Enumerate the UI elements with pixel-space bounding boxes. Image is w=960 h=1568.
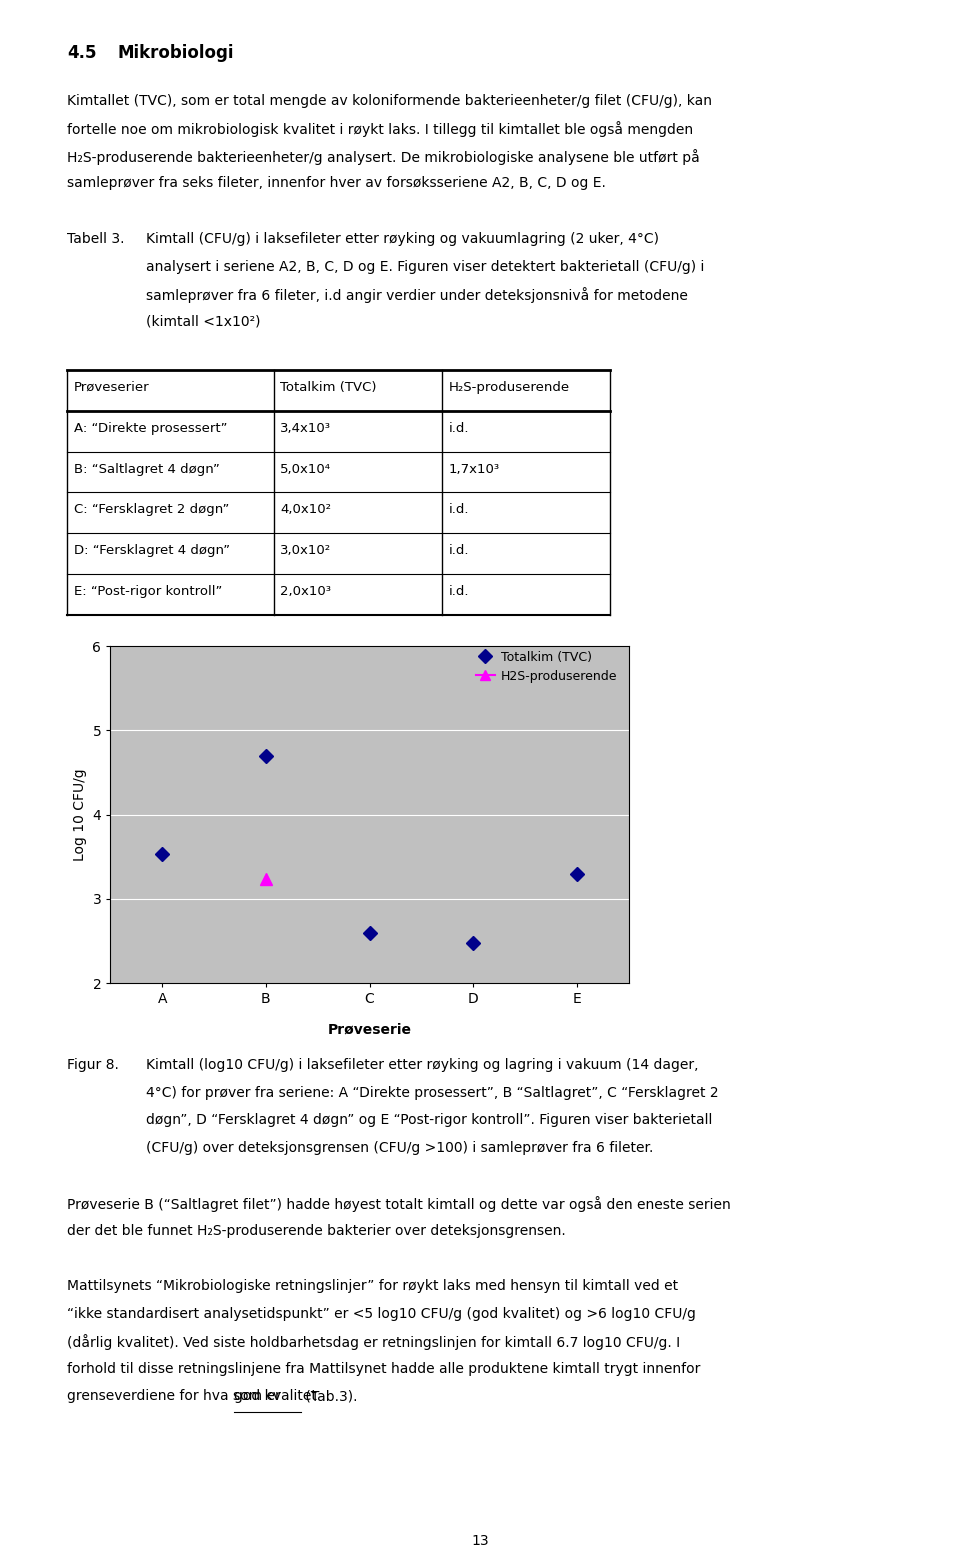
Text: D: “Fersklagret 4 døgn”: D: “Fersklagret 4 døgn” bbox=[74, 544, 230, 557]
Text: fortelle noe om mikrobiologisk kvalitet i røykt laks. I tillegg til kimtallet bl: fortelle noe om mikrobiologisk kvalitet … bbox=[67, 122, 693, 138]
Text: Mattilsynets “Mikrobiologiske retningslinjer” for røykt laks med hensyn til kimt: Mattilsynets “Mikrobiologiske retningsli… bbox=[67, 1279, 679, 1294]
Text: Kimtall (CFU/g) i laksefileter etter røyking og vakuumlagring (2 uker, 4°C): Kimtall (CFU/g) i laksefileter etter røy… bbox=[146, 232, 659, 246]
Text: 4.5: 4.5 bbox=[67, 44, 97, 61]
Text: 5,0x10⁴: 5,0x10⁴ bbox=[280, 463, 331, 475]
Text: (kimtall <1x10²): (kimtall <1x10²) bbox=[146, 314, 260, 328]
Text: Kimtallet (TVC), som er total mengde av koloniformende bakterieenheter/g filet (: Kimtallet (TVC), som er total mengde av … bbox=[67, 94, 712, 108]
Text: Figur 8.: Figur 8. bbox=[67, 1058, 119, 1073]
Text: E: “Post-rigor kontroll”: E: “Post-rigor kontroll” bbox=[74, 585, 223, 597]
Text: god kvalitet: god kvalitet bbox=[234, 1389, 317, 1403]
Text: H₂S-produserende bakterieenheter/g analysert. De mikrobiologiske analysene ble u: H₂S-produserende bakterieenheter/g analy… bbox=[67, 149, 700, 165]
Text: forhold til disse retningslinjene fra Mattilsynet hadde alle produktene kimtall : forhold til disse retningslinjene fra Ma… bbox=[67, 1361, 701, 1375]
Text: C: “Fersklagret 2 døgn”: C: “Fersklagret 2 døgn” bbox=[74, 503, 229, 516]
Text: (dårlig kvalitet). Ved siste holdbarhetsdag er retningslinjen for kimtall 6.7 lo: (dårlig kvalitet). Ved siste holdbarhets… bbox=[67, 1334, 681, 1350]
Text: Totalkim (TVC): Totalkim (TVC) bbox=[280, 381, 377, 394]
Text: (CFU/g) over deteksjonsgrensen (CFU/g >100) i samleprøver fra 6 fileter.: (CFU/g) over deteksjonsgrensen (CFU/g >1… bbox=[146, 1140, 654, 1154]
Text: Prøveserie B (“Saltlagret filet”) hadde høyest totalt kimtall og dette var også : Prøveserie B (“Saltlagret filet”) hadde … bbox=[67, 1196, 731, 1212]
Text: i.d.: i.d. bbox=[448, 585, 468, 597]
Text: H₂S-produserende: H₂S-produserende bbox=[448, 381, 569, 394]
Legend: Totalkim (TVC), H2S-produserende: Totalkim (TVC), H2S-produserende bbox=[471, 646, 622, 688]
Text: 13: 13 bbox=[471, 1534, 489, 1548]
Text: 1,7x10³: 1,7x10³ bbox=[448, 463, 499, 475]
Y-axis label: Log 10 CFU/g: Log 10 CFU/g bbox=[73, 768, 87, 861]
Text: samleprøver fra 6 fileter, i.d angir verdier under deteksjonsnivå for metodene: samleprøver fra 6 fileter, i.d angir ver… bbox=[146, 287, 687, 303]
Text: Mikrobiologi: Mikrobiologi bbox=[117, 44, 233, 61]
Text: 3,4x10³: 3,4x10³ bbox=[280, 422, 331, 434]
Text: A: “Direkte prosessert”: A: “Direkte prosessert” bbox=[74, 422, 228, 434]
Text: Tabell 3.: Tabell 3. bbox=[67, 232, 125, 246]
Text: Kimtall (log10 CFU/g) i laksefileter etter røyking og lagring i vakuum (14 dager: Kimtall (log10 CFU/g) i laksefileter ett… bbox=[146, 1058, 699, 1073]
Text: i.d.: i.d. bbox=[448, 544, 468, 557]
Text: i.d.: i.d. bbox=[448, 422, 468, 434]
Text: grenseverdiene for hva som er: grenseverdiene for hva som er bbox=[67, 1389, 285, 1403]
Text: 3,0x10²: 3,0x10² bbox=[280, 544, 331, 557]
Text: døgn”, D “Fersklagret 4 døgn” og E “Post-rigor kontroll”. Figuren viser bakterie: døgn”, D “Fersklagret 4 døgn” og E “Post… bbox=[146, 1113, 712, 1127]
Text: 4,0x10²: 4,0x10² bbox=[280, 503, 331, 516]
Text: der det ble funnet H₂S-produserende bakterier over deteksjonsgrensen.: der det ble funnet H₂S-produserende bakt… bbox=[67, 1223, 566, 1237]
Text: “ikke standardisert analysetidspunkt” er <5 log10 CFU/g (god kvalitet) og >6 log: “ikke standardisert analysetidspunkt” er… bbox=[67, 1306, 696, 1320]
Text: (Tab.3).: (Tab.3). bbox=[301, 1389, 357, 1403]
Text: i.d.: i.d. bbox=[448, 503, 468, 516]
Text: Prøveserier: Prøveserier bbox=[74, 381, 150, 394]
Text: 2,0x10³: 2,0x10³ bbox=[280, 585, 331, 597]
Text: Prøveserie: Prøveserie bbox=[327, 1022, 412, 1036]
Text: 4°C) for prøver fra seriene: A “Direkte prosessert”, B “Saltlagret”, C “Fersklag: 4°C) for prøver fra seriene: A “Direkte … bbox=[146, 1085, 718, 1099]
Text: analysert i seriene A2, B, C, D og E. Figuren viser detektert bakterietall (CFU/: analysert i seriene A2, B, C, D og E. Fi… bbox=[146, 259, 705, 273]
Text: samleprøver fra seks fileter, innenfor hver av forsøksseriene A2, B, C, D og E.: samleprøver fra seks fileter, innenfor h… bbox=[67, 176, 606, 190]
Text: B: “Saltlagret 4 døgn”: B: “Saltlagret 4 døgn” bbox=[74, 463, 220, 475]
